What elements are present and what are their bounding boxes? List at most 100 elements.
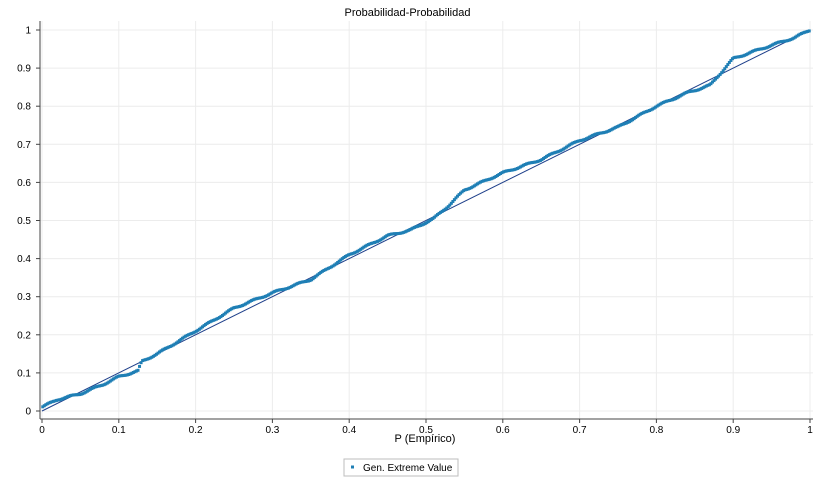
data-point [465, 187, 469, 191]
data-point [615, 125, 619, 129]
data-point [466, 187, 470, 191]
data-point [283, 287, 287, 291]
data-point [655, 104, 659, 108]
data-point [664, 99, 668, 103]
data-point [396, 232, 400, 236]
data-point [446, 205, 450, 209]
data-point [208, 320, 212, 324]
data-point [792, 36, 796, 40]
data-point [448, 203, 452, 207]
data-point [681, 92, 685, 96]
data-point [641, 111, 645, 115]
data-point [199, 326, 203, 330]
data-point [463, 188, 467, 192]
data-point [240, 304, 244, 308]
data-point [62, 396, 66, 400]
data-point [360, 246, 364, 250]
data-point [431, 216, 435, 220]
y-tick-label: 0.6 [17, 178, 31, 189]
data-point [343, 255, 347, 259]
y-tick-label: 0.5 [17, 216, 31, 227]
data-point [87, 388, 91, 392]
data-point [138, 364, 142, 368]
data-point [222, 312, 226, 316]
data-point [580, 138, 584, 142]
data-point [443, 207, 447, 211]
data-point [583, 137, 587, 141]
data-point [365, 243, 369, 247]
data-point [529, 161, 533, 165]
data-point [196, 328, 200, 332]
data-point [457, 193, 461, 197]
x-tick-label: 0.8 [649, 425, 663, 436]
data-point [701, 86, 705, 90]
data-point [158, 350, 162, 354]
data-point [737, 55, 741, 59]
data-point [724, 65, 728, 69]
data-point [439, 210, 443, 214]
data-point [110, 378, 114, 382]
data-point [455, 194, 459, 198]
data-point [555, 150, 559, 154]
data-point [48, 400, 52, 404]
data-point [710, 80, 714, 84]
data-point [128, 372, 132, 376]
data-point [394, 232, 398, 236]
data-point [164, 346, 168, 350]
data-point [595, 132, 599, 136]
data-point [469, 186, 473, 190]
data-point [268, 292, 272, 296]
data-point [778, 40, 782, 44]
data-point [70, 393, 74, 397]
data-point [406, 228, 410, 232]
data-point [121, 374, 125, 378]
data-point [319, 270, 323, 274]
data-point [624, 121, 628, 125]
data-point [454, 196, 458, 200]
data-point [697, 88, 701, 92]
data-point [660, 101, 664, 105]
data-point [291, 284, 295, 288]
data-point [554, 150, 558, 154]
data-point [706, 83, 710, 87]
data-points [41, 29, 811, 409]
data-point [380, 237, 384, 241]
data-point [790, 37, 794, 41]
data-point [187, 333, 191, 337]
data-point [551, 151, 555, 155]
data-point [362, 245, 366, 249]
data-point [608, 129, 612, 133]
y-tick-label: 0.3 [17, 292, 31, 303]
data-point [740, 54, 744, 58]
data-point [78, 393, 82, 397]
data-point [669, 98, 673, 102]
data-point [647, 108, 651, 112]
data-point [780, 40, 784, 44]
data-point [723, 67, 727, 71]
data-point [798, 32, 802, 36]
data-point [165, 346, 169, 350]
data-point [628, 120, 632, 124]
data-point [500, 171, 504, 175]
data-point [753, 48, 757, 52]
data-point [247, 300, 251, 304]
x-tick-label: 0.9 [726, 425, 740, 436]
data-point [783, 39, 787, 43]
data-point [518, 165, 522, 169]
data-point [548, 153, 552, 157]
data-point [643, 110, 647, 114]
legend-marker [351, 465, 354, 469]
x-tick-label: 0.1 [112, 425, 126, 436]
data-point [277, 288, 281, 292]
data-point [744, 53, 748, 57]
data-point [382, 236, 386, 240]
data-point [67, 394, 71, 398]
data-point [151, 354, 155, 358]
data-point [111, 377, 115, 381]
data-point [646, 109, 650, 113]
data-point [761, 47, 765, 51]
data-point [217, 316, 221, 320]
data-point [784, 39, 788, 43]
data-point [609, 128, 613, 132]
